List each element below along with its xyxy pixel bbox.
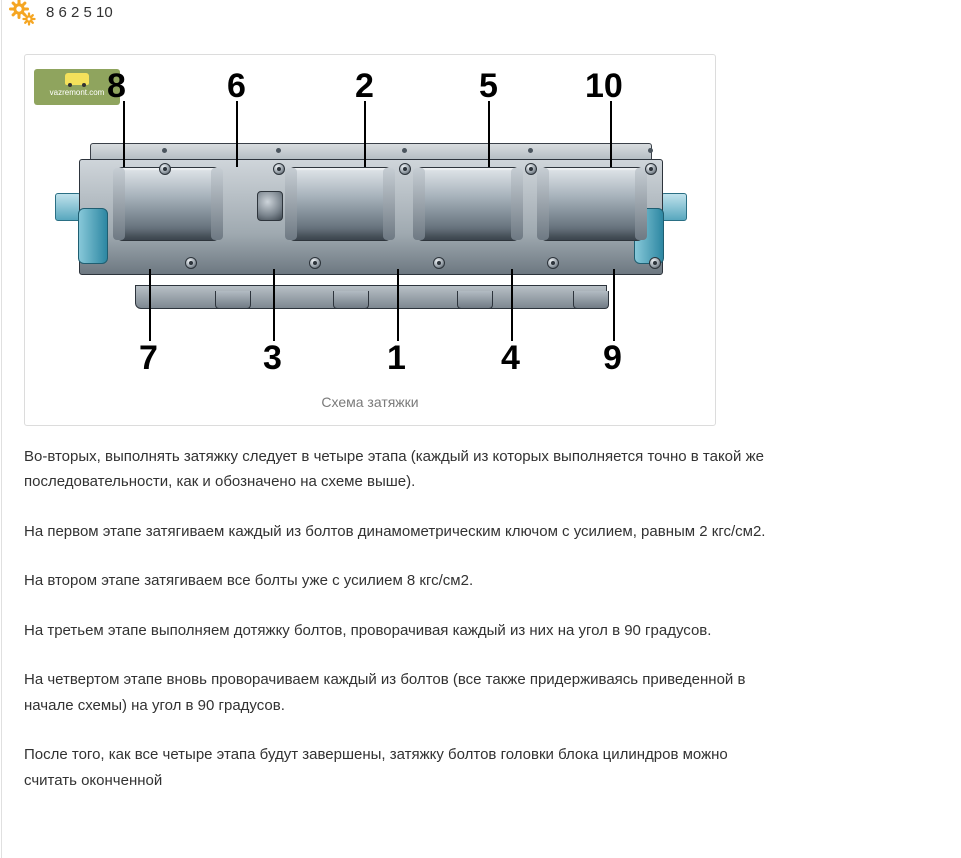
torque-sequence-diagram: vazremont.com 8 6 2 5 10 7 3 1 4 9 [31,61,709,381]
figure-caption: Схема затяжки [31,381,709,419]
gears-icon [8,0,36,26]
pan-notch [215,291,251,309]
head-bolt [185,257,197,269]
head-bolt [433,257,445,269]
head-bolt [273,163,285,175]
pan-notch [457,291,493,309]
watermark-text: vazremont.com [38,86,116,100]
callout-leader [123,101,125,167]
callout-leader [364,101,366,167]
callout-leader [273,269,275,341]
cylinder-chamber [115,167,221,241]
paragraph: На первом этапе затягиваем каждый из бол… [24,519,784,545]
callout-leader [236,101,238,167]
callout-leader [613,269,615,341]
callout-leader [397,269,399,341]
callout-number: 7 [139,341,158,375]
cylinder-chamber [415,167,521,241]
callout-number: 5 [479,69,498,103]
callout-number: 9 [603,341,622,375]
head-bolt [645,163,657,175]
header-row: 8 6 2 5 10 [8,0,931,26]
figure-container: vazremont.com 8 6 2 5 10 7 3 1 4 9 Схема затяжки [24,54,716,426]
callout-number: 4 [501,341,520,375]
paragraph: Во-вторых, выполнять затяжку следует в ч… [24,444,784,495]
callout-number: 8 [107,69,126,103]
callout-number: 6 [227,69,246,103]
cylinder-chamber [539,167,645,241]
paragraph: На третьем этапе выполняем дотяжку болто… [24,618,784,644]
pan-notch [573,291,609,309]
paragraph: После того, как все четыре этапа будут з… [24,742,784,793]
article-paragraphs: Во-вторых, выполнять затяжку следует в ч… [8,444,931,794]
callout-leader [610,101,612,167]
head-bolt [525,163,537,175]
callout-leader [511,269,513,341]
callout-number: 10 [585,69,623,103]
paragraph: На втором этапе затягиваем все болты уже… [24,568,784,594]
callout-number: 3 [263,341,282,375]
article-content: 8 6 2 5 10 vazremont.com 8 6 2 5 10 7 3 1 4 [1,0,961,858]
callout-leader [488,101,490,167]
callout-leader [149,269,151,341]
cylinder-chamber [287,167,393,241]
header-text: 8 6 2 5 10 [46,0,113,26]
head-bolt [649,257,661,269]
callout-number: 2 [355,69,374,103]
head-bolt [547,257,559,269]
callout-number: 1 [387,341,406,375]
head-bolt [399,163,411,175]
pan-notch [333,291,369,309]
paragraph: На четвертом этапе вновь проворачиваем к… [24,667,784,718]
cylinder-head-drawing [79,131,663,309]
head-bolt [159,163,171,175]
head-bolt [309,257,321,269]
